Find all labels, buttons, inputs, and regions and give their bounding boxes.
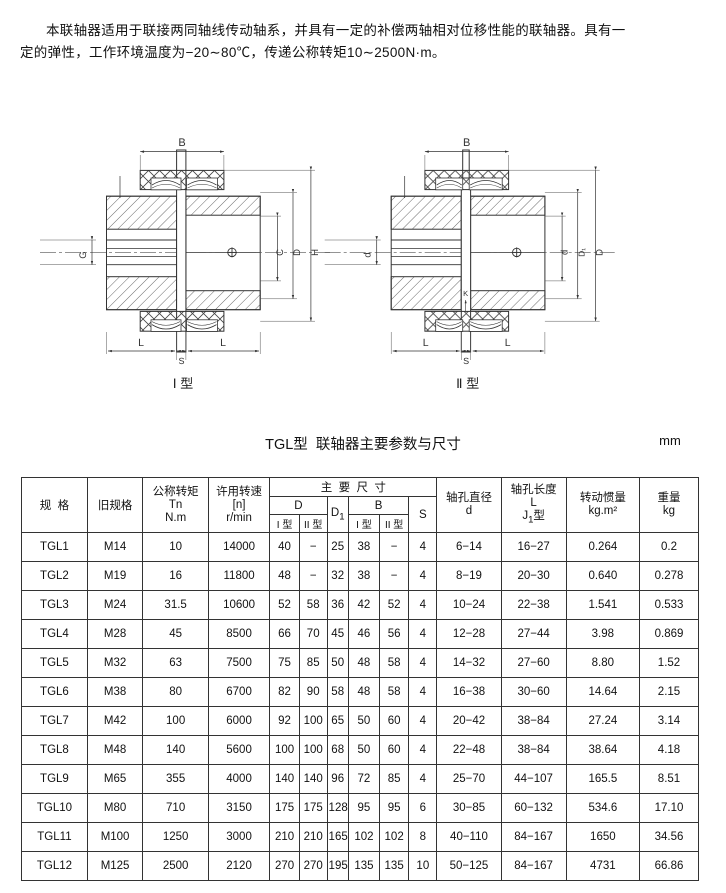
svg-text:d: d (363, 252, 374, 257)
svg-text:Ⅰ 型: Ⅰ 型 (173, 376, 193, 391)
svg-text:S: S (178, 356, 184, 366)
svg-text:L: L (138, 337, 144, 349)
svg-text:Ⅱ 型: Ⅱ 型 (456, 376, 479, 391)
svg-text:d: d (560, 250, 571, 255)
svg-text:C: C (275, 249, 286, 256)
svg-text:K: K (463, 289, 468, 298)
svg-text:B: B (178, 137, 185, 149)
svg-text:L: L (220, 337, 226, 349)
svg-text:B: B (463, 137, 470, 149)
svg-text:D: D (292, 249, 303, 256)
svg-text:S: S (463, 356, 469, 366)
svg-text:L: L (505, 337, 511, 349)
svg-text:H: H (310, 249, 321, 256)
svg-text:L: L (423, 337, 429, 349)
svg-text:G: G (78, 251, 89, 258)
svg-text:D₁: D₁ (577, 248, 587, 257)
svg-text:D: D (595, 249, 606, 256)
